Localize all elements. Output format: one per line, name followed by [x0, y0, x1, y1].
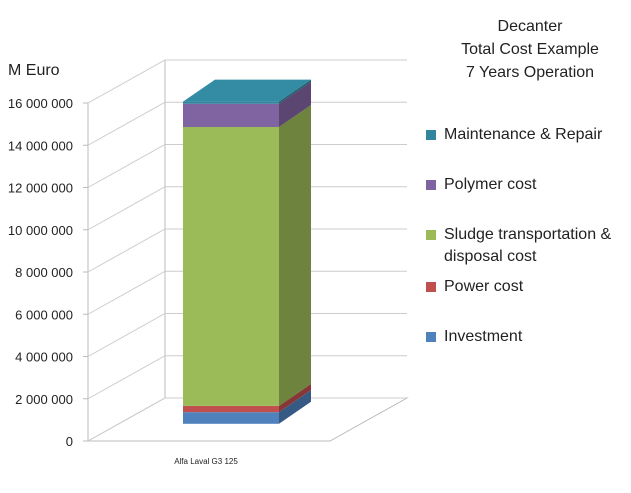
grid-line [87, 144, 407, 188]
bar-top [183, 79, 311, 102]
y-tick-label: 12 000 000 [8, 181, 73, 196]
legend-label: Maintenance & Repair [444, 126, 603, 143]
bar-side [279, 104, 311, 406]
y-tick-label: 8 000 000 [15, 265, 73, 280]
legend-item: Maintenance & Repair [426, 124, 631, 146]
legend-swatch [426, 332, 436, 342]
x-tick-label: Alfa Laval G3 125 [174, 457, 238, 466]
legend-swatch [426, 230, 436, 240]
legend-label: Sludge transportation & disposal cost [444, 226, 612, 265]
chart-title: 7 Years Operation [465, 64, 595, 81]
grid-line [87, 228, 407, 273]
grid-line [87, 313, 407, 357]
y-tick-label: 6 000 000 [15, 307, 73, 322]
bar-side [279, 390, 311, 424]
y-axis-label: M Euro [8, 62, 60, 79]
bar-segment [183, 101, 279, 104]
y-tick-label: 2 000 000 [15, 392, 73, 407]
bar-segment [183, 412, 279, 424]
grid-line [87, 186, 407, 231]
bar-side [279, 383, 311, 413]
bar-segment [183, 405, 279, 413]
legend-swatch [426, 130, 436, 140]
grid-line [87, 355, 407, 400]
legend-label: Investment [444, 328, 523, 345]
bar-segment [183, 126, 279, 406]
legend-item: Investment [426, 326, 631, 348]
legend-item: Sludge transportation & disposal cost [426, 224, 631, 268]
legend-item: Polymer cost [426, 174, 631, 196]
chart-title: Total Cost Example [461, 41, 599, 58]
legend-label: Polymer cost [444, 176, 537, 193]
y-tick-label: 0 [66, 434, 73, 449]
bar-side [279, 81, 311, 127]
bar-side [279, 79, 311, 104]
grid-line [87, 101, 407, 146]
y-tick-label: 14 000 000 [8, 138, 73, 153]
legend-item: Power cost [426, 276, 631, 298]
y-tick-label: 16 000 000 [8, 96, 73, 111]
grid-line [87, 397, 407, 442]
chart-title: Decanter [497, 18, 563, 35]
y-tick-label: 10 000 000 [8, 223, 73, 238]
legend-swatch [426, 180, 436, 190]
legend-swatch [426, 282, 436, 292]
grid-line [87, 270, 407, 315]
grid-line [87, 59, 407, 104]
y-tick-label: 4 000 000 [15, 350, 73, 365]
bar-segment [183, 103, 279, 127]
legend-label: Power cost [444, 278, 524, 295]
